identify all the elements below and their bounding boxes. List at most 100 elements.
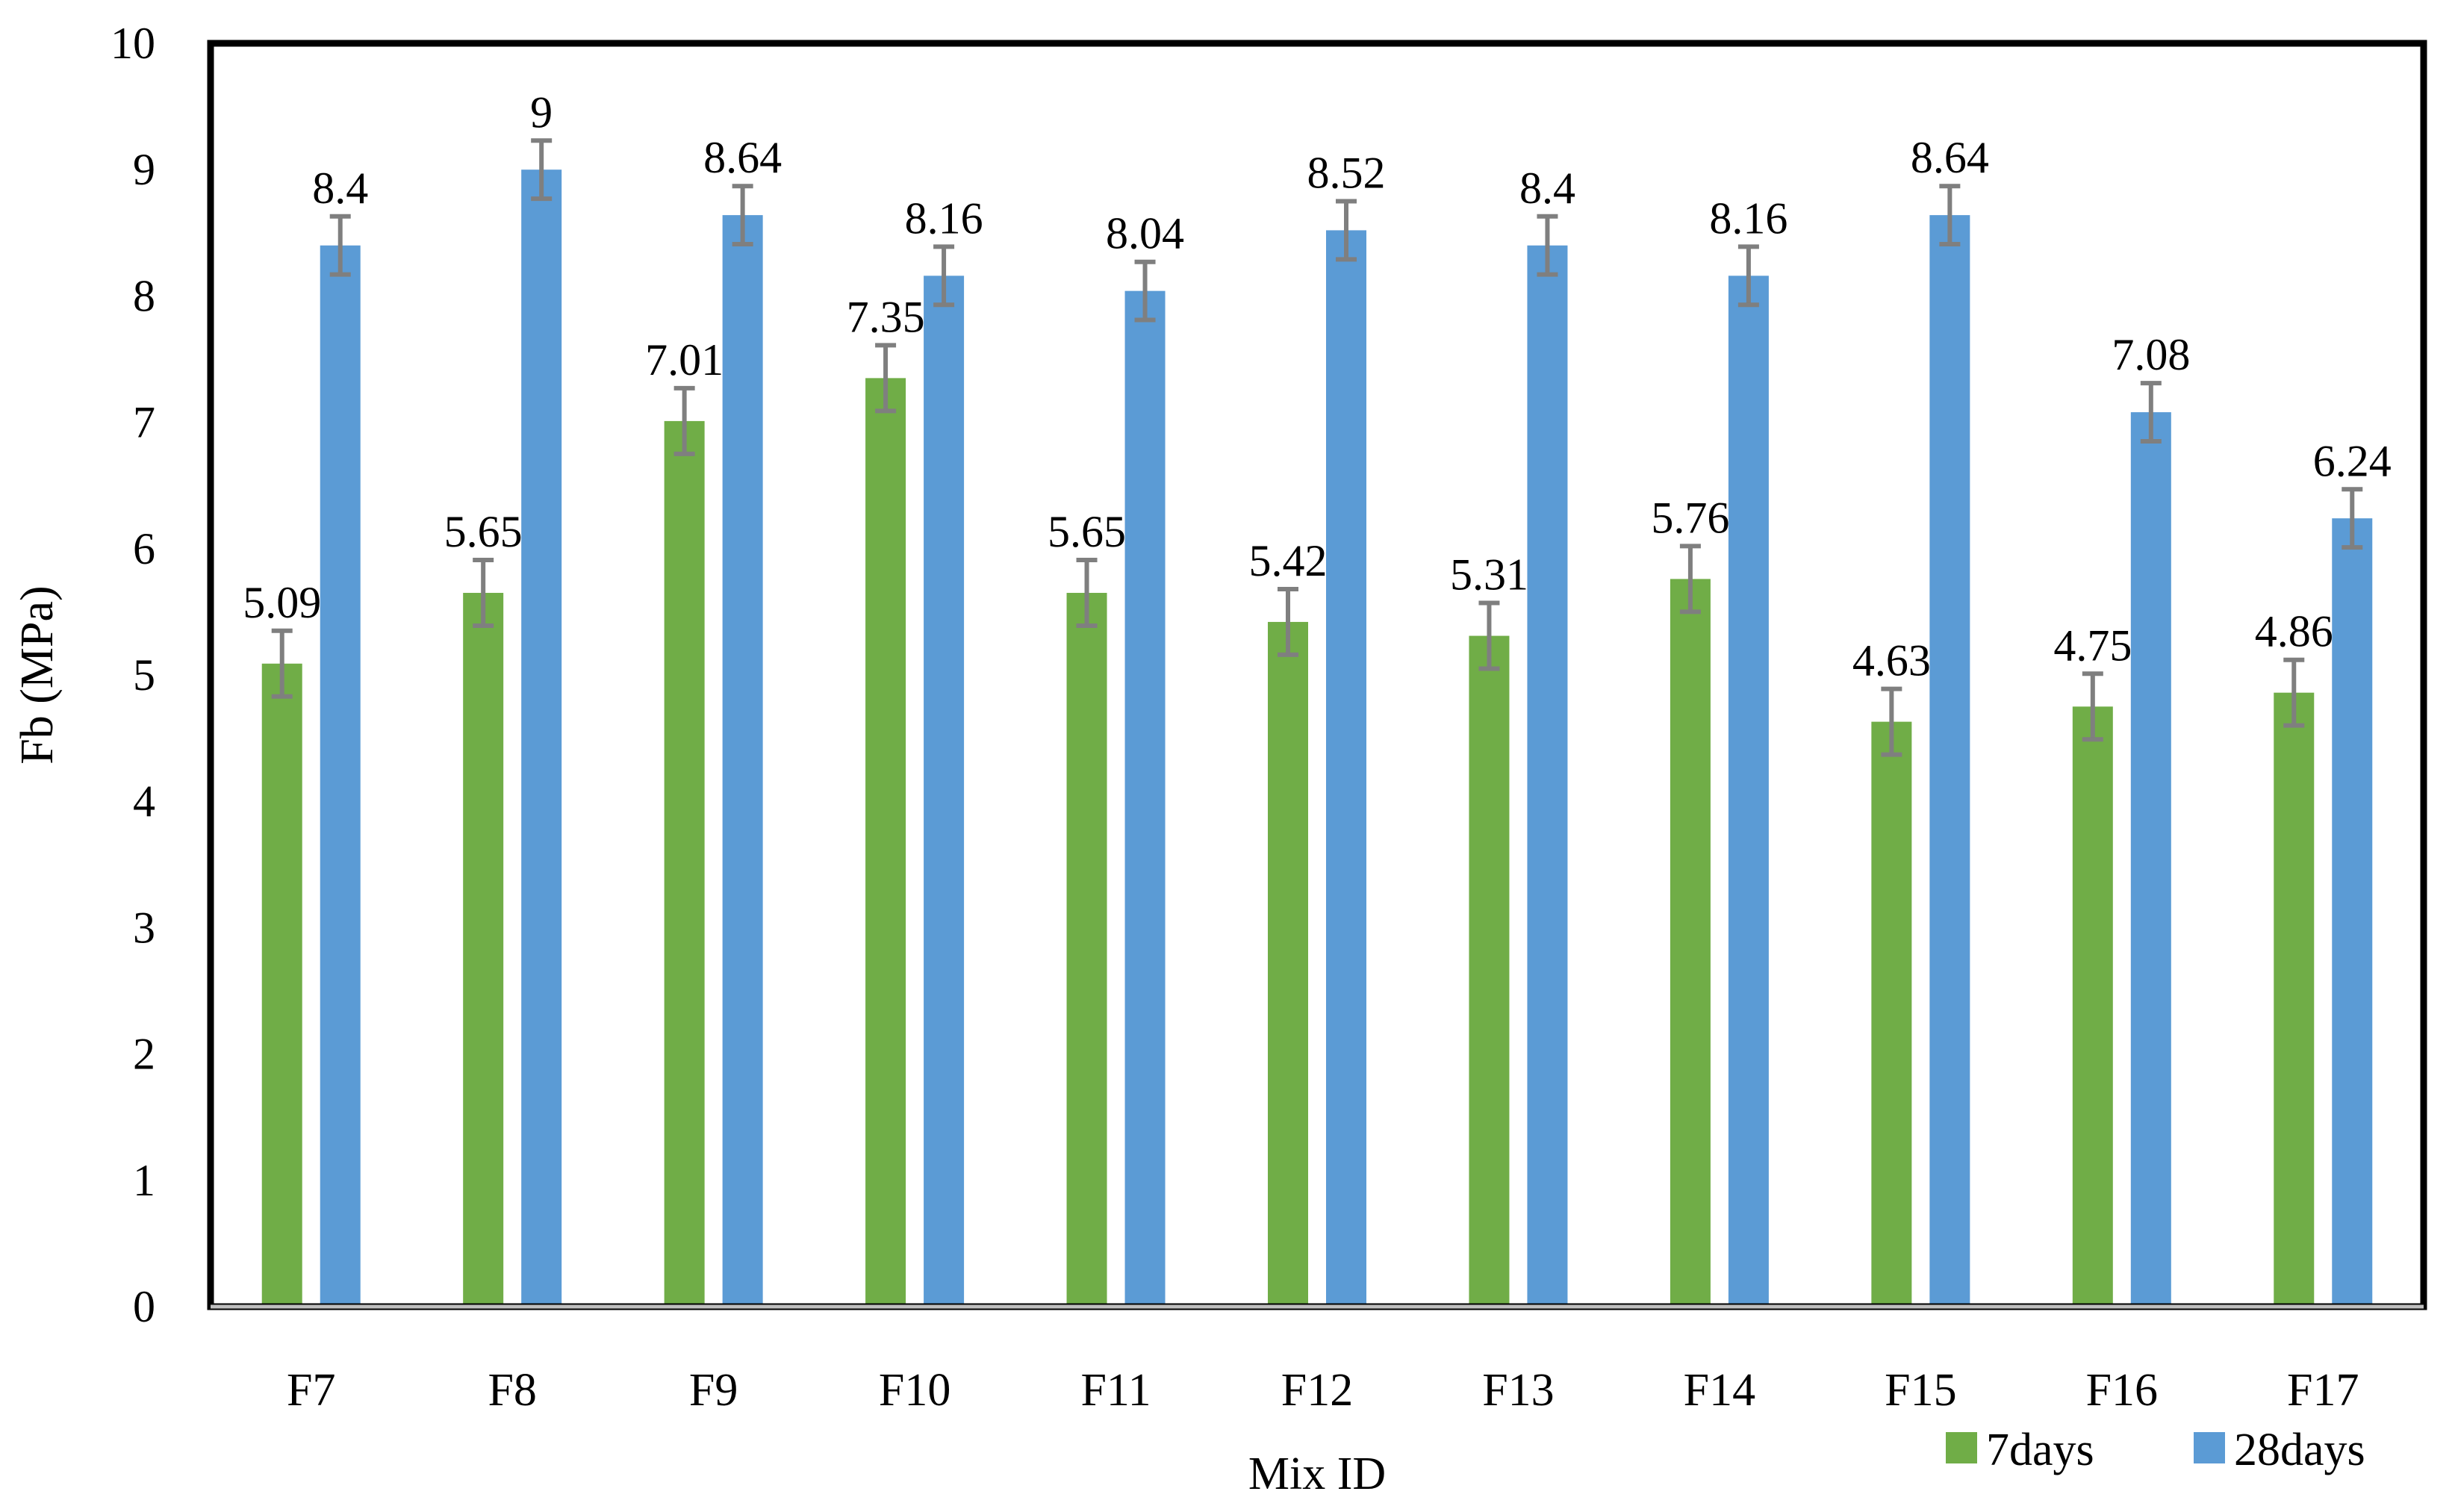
bar-7days-F17 bbox=[2274, 692, 2315, 1307]
data-label: 8.52 bbox=[1307, 149, 1386, 198]
data-label: 4.86 bbox=[2255, 607, 2333, 656]
error-bar bbox=[531, 138, 553, 202]
error-bar bbox=[329, 214, 351, 277]
error-bar bbox=[2283, 657, 2305, 728]
legend-swatch-28days bbox=[2194, 1432, 2225, 1463]
x-category-label: F14 bbox=[1684, 1365, 1755, 1416]
bar-28days-F13 bbox=[1527, 245, 1568, 1307]
x-category-label: F8 bbox=[488, 1365, 536, 1416]
error-bar bbox=[1076, 558, 1098, 629]
y-tick-label: 8 bbox=[133, 271, 155, 320]
bar-28days-F10 bbox=[924, 276, 965, 1307]
error-bar bbox=[1278, 586, 1298, 657]
error-bar bbox=[1537, 214, 1558, 277]
y-tick-label: 3 bbox=[133, 903, 155, 952]
error-bar bbox=[875, 343, 897, 414]
y-axis-ticks: 0 1 2 3 4 5 6 7 8 9 10 bbox=[111, 19, 155, 1331]
x-axis-categories: F7 F8 F9 F10 F11 F12 F13 F14 F15 F16 F17 bbox=[287, 1365, 2359, 1416]
data-label: 8.64 bbox=[1911, 133, 1989, 182]
x-category-label: F15 bbox=[1885, 1365, 1956, 1416]
bars bbox=[261, 169, 2373, 1307]
data-labels: 5.09 5.65 7.01 7.35 5.65 5.42 5.31 5.76 4.63 4.75… bbox=[243, 87, 2392, 685]
data-label: 5.65 bbox=[444, 507, 523, 556]
bar-28days-F7 bbox=[320, 245, 361, 1307]
bar-7days-F9 bbox=[664, 420, 705, 1307]
data-label: 7.01 bbox=[645, 335, 724, 385]
x-category-label: F7 bbox=[287, 1365, 335, 1416]
data-label: 8.16 bbox=[1709, 193, 1787, 243]
data-label: 8.64 bbox=[703, 133, 782, 182]
data-label: 8.04 bbox=[1106, 209, 1184, 258]
x-category-label: F9 bbox=[689, 1365, 738, 1416]
x-category-label: F12 bbox=[1281, 1365, 1353, 1416]
bar-28days-F11 bbox=[1124, 290, 1166, 1307]
data-label: 8.4 bbox=[1519, 164, 1575, 213]
data-label: 8.16 bbox=[905, 193, 983, 243]
y-tick-label: 9 bbox=[133, 145, 155, 194]
bar-7days-F10 bbox=[865, 378, 906, 1307]
bar-28days-F8 bbox=[521, 169, 562, 1307]
x-category-label: F17 bbox=[2287, 1365, 2359, 1416]
x-category-label: F11 bbox=[1080, 1365, 1151, 1416]
data-label: 7.08 bbox=[2112, 330, 2190, 379]
error-bar bbox=[1881, 686, 1902, 757]
bar-7days-F8 bbox=[463, 593, 504, 1307]
data-label: 5.09 bbox=[243, 578, 321, 627]
bar-28days-F15 bbox=[1929, 215, 1970, 1307]
x-category-label: F16 bbox=[2086, 1365, 2158, 1416]
bar-28days-F16 bbox=[2130, 412, 2171, 1307]
bar-28days-F9 bbox=[722, 215, 763, 1307]
bar-7days-F14 bbox=[1670, 579, 1711, 1307]
bar-28days-F12 bbox=[1326, 230, 1366, 1307]
x-category-label: F13 bbox=[1482, 1365, 1554, 1416]
error-bar bbox=[1336, 199, 1357, 262]
bar-7days-F12 bbox=[1268, 621, 1308, 1307]
bar-7days-F11 bbox=[1066, 593, 1107, 1307]
data-label: 4.63 bbox=[1852, 636, 1931, 685]
legend-swatch-7days bbox=[1946, 1432, 1977, 1463]
y-tick-label: 2 bbox=[133, 1030, 155, 1079]
error-bar bbox=[271, 628, 293, 699]
y-axis-title: Fb (MPa) bbox=[12, 585, 63, 764]
error-bar bbox=[1737, 244, 1759, 308]
y-tick-label: 1 bbox=[133, 1156, 155, 1205]
error-bar bbox=[473, 558, 494, 629]
error-bar bbox=[1478, 600, 1500, 671]
bar-7days-F15 bbox=[1871, 721, 1912, 1307]
y-tick-label: 0 bbox=[133, 1282, 155, 1331]
y-tick-label: 10 bbox=[111, 19, 155, 68]
data-label: 6.24 bbox=[2313, 436, 2392, 485]
data-label: 5.65 bbox=[1048, 507, 1126, 556]
error-bar bbox=[1939, 184, 1961, 247]
error-bar bbox=[2082, 671, 2103, 742]
bar-7days-F13 bbox=[1469, 635, 1510, 1307]
error-bars bbox=[271, 138, 2363, 757]
error-bar bbox=[673, 385, 695, 456]
legend: 7days 28days bbox=[1946, 1425, 2365, 1475]
x-axis-title: Mix ID bbox=[1248, 1449, 1386, 1499]
error-bar bbox=[1679, 544, 1701, 615]
data-label: 8.4 bbox=[312, 164, 368, 213]
x-category-label: F10 bbox=[879, 1365, 950, 1416]
legend-label-28days: 28days bbox=[2234, 1425, 2365, 1475]
error-bar bbox=[2342, 487, 2363, 550]
bar-28days-F17 bbox=[2332, 518, 2373, 1307]
error-bar bbox=[1134, 259, 1156, 323]
data-label: 5.76 bbox=[1651, 493, 1729, 542]
data-label: 9 bbox=[530, 87, 553, 137]
bar-7days-F16 bbox=[2072, 706, 2113, 1307]
legend-label-7days: 7days bbox=[1986, 1425, 2094, 1475]
y-tick-label: 4 bbox=[133, 777, 155, 826]
data-label: 5.31 bbox=[1450, 550, 1528, 600]
y-tick-label: 7 bbox=[133, 398, 155, 447]
data-label: 5.42 bbox=[1249, 536, 1328, 585]
y-tick-label: 5 bbox=[133, 650, 155, 700]
bar-28days-F14 bbox=[1728, 276, 1769, 1307]
error-bar bbox=[2140, 381, 2162, 444]
bar-7days-F7 bbox=[261, 663, 302, 1307]
error-bar bbox=[933, 244, 955, 308]
data-label: 4.75 bbox=[2053, 620, 2132, 670]
error-bar bbox=[732, 184, 753, 247]
